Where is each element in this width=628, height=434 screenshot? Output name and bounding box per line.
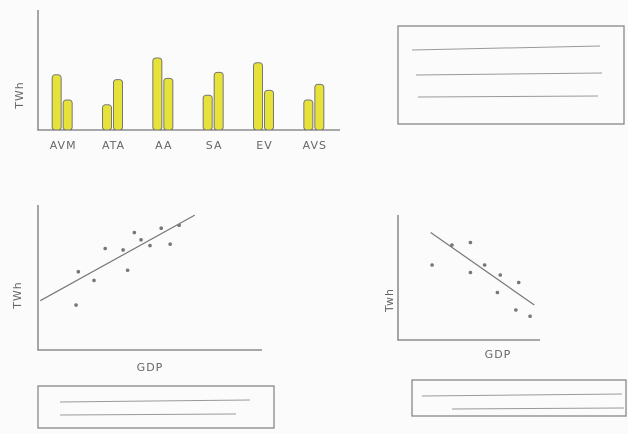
point xyxy=(103,246,107,251)
point xyxy=(498,273,503,277)
point xyxy=(468,240,473,245)
trend-line xyxy=(39,214,196,302)
bar xyxy=(113,79,123,131)
axes xyxy=(37,10,340,131)
point xyxy=(528,314,532,319)
point xyxy=(159,226,163,230)
point xyxy=(148,243,152,248)
bar xyxy=(102,104,112,131)
x-tick-label: AVM xyxy=(50,139,77,152)
point xyxy=(468,270,473,275)
bar xyxy=(264,89,274,131)
point xyxy=(516,280,521,285)
x-tick-label: ATA xyxy=(102,139,125,152)
bar xyxy=(51,74,62,131)
x-axis-label: GDP xyxy=(137,361,164,374)
trend-line xyxy=(430,232,535,306)
bar xyxy=(213,71,224,131)
point xyxy=(482,263,487,267)
y-axis-label: Twh xyxy=(383,288,396,313)
bar xyxy=(253,62,263,131)
point xyxy=(514,308,518,312)
text-box xyxy=(37,385,275,429)
point xyxy=(495,290,500,295)
point xyxy=(76,269,81,274)
x-tick-label: AVS xyxy=(303,139,327,152)
point xyxy=(121,248,125,252)
bar xyxy=(152,57,163,131)
axes xyxy=(37,205,262,351)
point xyxy=(139,238,143,242)
axes xyxy=(397,215,540,341)
point xyxy=(450,243,454,247)
point xyxy=(74,303,78,307)
bar xyxy=(62,99,73,131)
y-axis-label: TWh xyxy=(11,281,24,310)
text-box xyxy=(411,379,627,417)
x-tick-label: AA xyxy=(155,139,172,152)
point xyxy=(430,263,434,267)
bar xyxy=(314,83,325,131)
y-axis-label: TWh xyxy=(13,81,26,110)
x-tick-label: SA xyxy=(206,139,223,152)
bar xyxy=(163,77,174,131)
x-tick-label: EV xyxy=(256,139,272,152)
text-box xyxy=(397,25,625,125)
point xyxy=(92,278,96,283)
point xyxy=(125,268,130,273)
x-axis-label: GDP xyxy=(485,348,512,361)
bar xyxy=(202,94,213,131)
bar xyxy=(303,99,314,131)
point xyxy=(168,242,172,246)
point xyxy=(132,230,137,235)
